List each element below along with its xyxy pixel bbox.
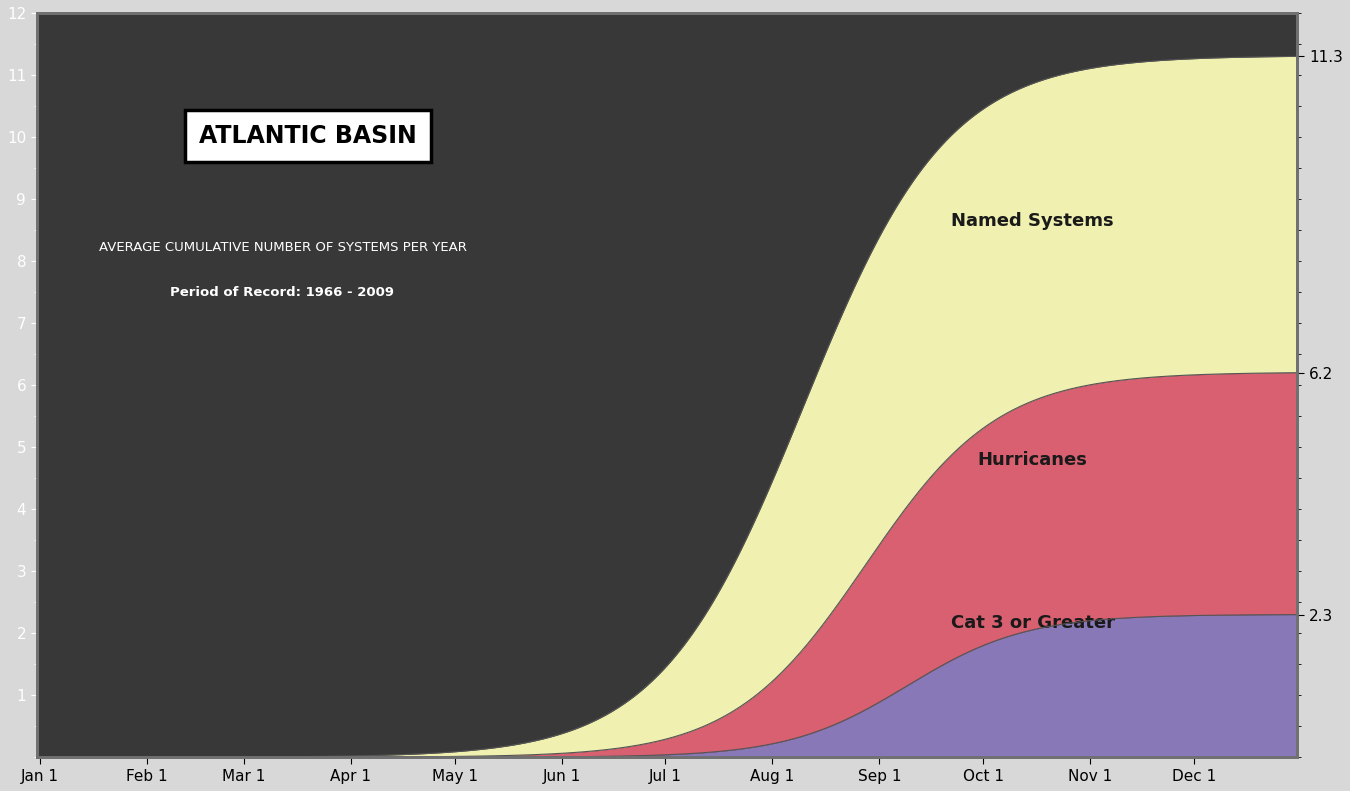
Text: Cat 3 or Greater: Cat 3 or Greater [950, 615, 1115, 632]
Text: Hurricanes: Hurricanes [977, 451, 1088, 468]
Text: ATLANTIC BASIN: ATLANTIC BASIN [198, 123, 417, 148]
Text: Period of Record: 1966 - 2009: Period of Record: 1966 - 2009 [170, 286, 394, 298]
Text: AVERAGE CUMULATIVE NUMBER OF SYSTEMS PER YEAR: AVERAGE CUMULATIVE NUMBER OF SYSTEMS PER… [99, 241, 466, 254]
Text: Named Systems: Named Systems [952, 212, 1114, 230]
